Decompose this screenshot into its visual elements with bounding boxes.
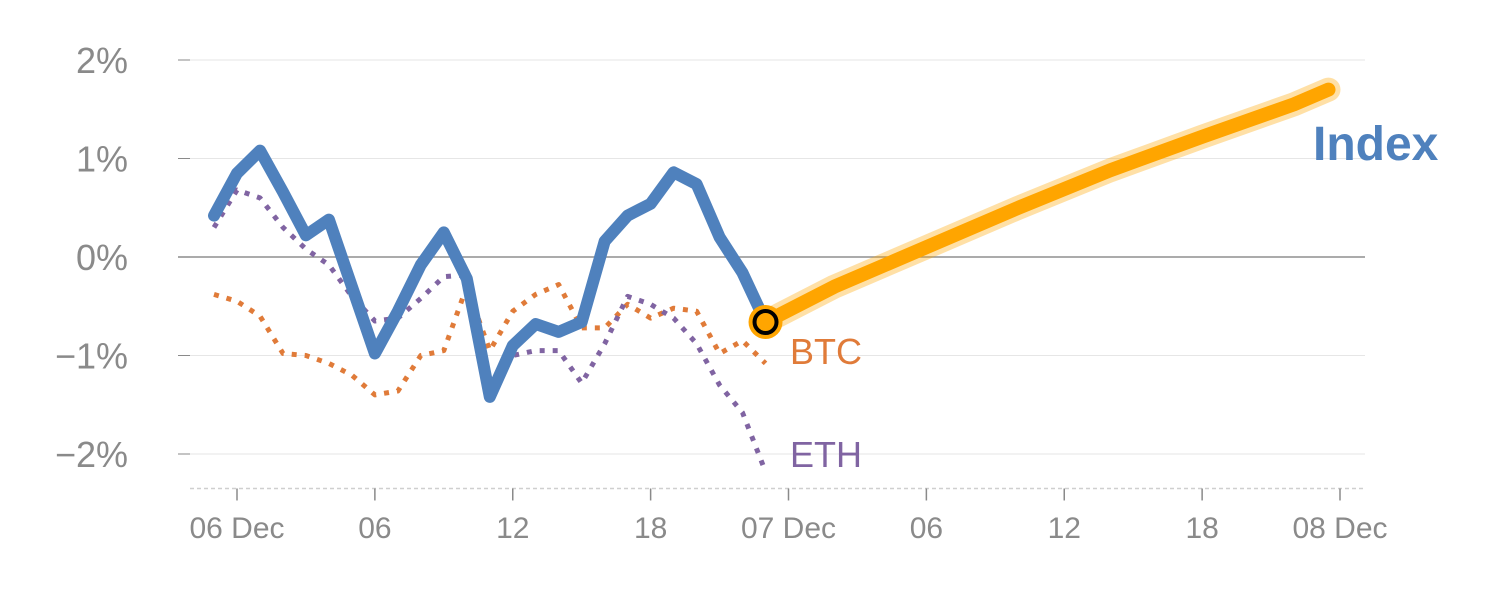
- x-tick-label: 18: [1185, 512, 1218, 545]
- series-lines: [208, 77, 1341, 473]
- series-label-btc: BTC: [790, 331, 862, 372]
- y-tick-label: 0%: [76, 237, 128, 278]
- series-line-eth: [211, 187, 768, 473]
- y-tick-label: −1%: [55, 336, 128, 377]
- x-tick-label: 06: [910, 512, 943, 545]
- x-tick-label: 18: [634, 512, 667, 545]
- x-tick-label: 06 Dec: [189, 512, 284, 545]
- x-tick-label: 12: [1048, 512, 1081, 545]
- current-point-marker: [752, 309, 779, 336]
- forecast-line: [758, 82, 1336, 329]
- x-tick-label: 06: [358, 512, 391, 545]
- series-label-index: Index: [1313, 118, 1439, 171]
- series-line-index: [208, 144, 772, 403]
- x-tick-label: 08 Dec: [1292, 512, 1387, 545]
- series-line-btc: [213, 282, 768, 398]
- grid-lines: [178, 59, 1365, 455]
- axes: 2% 1% 0% −1% −2% 06 Dec 06 12 18 07 Dec 06 12 18 08 D…: [55, 40, 1388, 545]
- y-tick-label: 2%: [76, 40, 128, 81]
- series-label-eth: ETH: [790, 434, 862, 475]
- x-tick-label: 12: [496, 512, 529, 545]
- x-tick-label: 07 Dec: [741, 512, 836, 545]
- marker-layer: [748, 305, 783, 340]
- series-labels: Index BTC ETH: [790, 118, 1439, 475]
- y-tick-label: −2%: [55, 434, 128, 475]
- y-tick-label: 1%: [76, 139, 128, 180]
